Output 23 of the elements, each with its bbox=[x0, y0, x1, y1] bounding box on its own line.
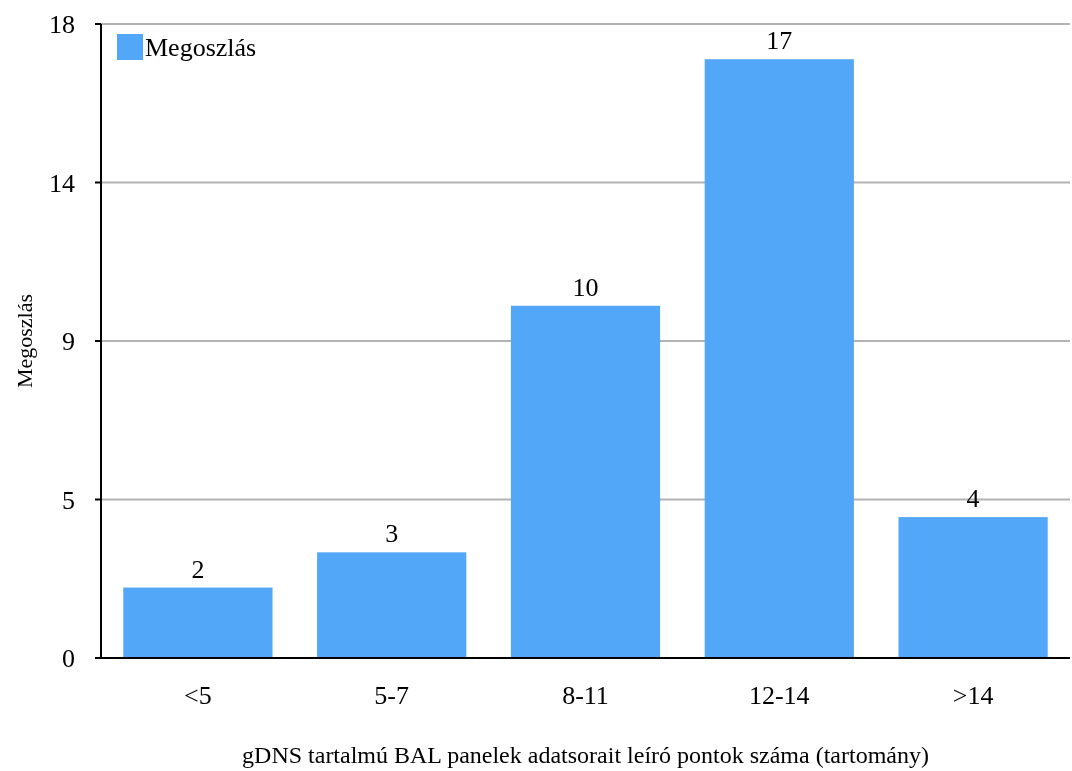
bar bbox=[704, 59, 854, 658]
y-tick-label: 0 bbox=[62, 644, 75, 674]
bar bbox=[317, 552, 467, 658]
bar bbox=[898, 517, 1048, 658]
y-tick-label: 9 bbox=[62, 327, 75, 357]
data-label: 3 bbox=[385, 519, 399, 549]
data-label: 4 bbox=[966, 484, 980, 514]
bar bbox=[123, 587, 273, 658]
y-tick-label: 5 bbox=[62, 485, 75, 515]
x-axis-title: gDNS tartalmú BAL panelek adatsorait leíró pontok száma (tartomány) bbox=[242, 742, 929, 768]
bar bbox=[510, 305, 661, 658]
data-label: 10 bbox=[572, 272, 599, 302]
x-tick-label: 8-11 bbox=[562, 681, 609, 710]
data-label: 17 bbox=[766, 26, 793, 56]
x-tick-label: >14 bbox=[952, 681, 994, 710]
x-tick-label: 12-14 bbox=[748, 681, 810, 710]
legend-label: Megoszlás bbox=[145, 33, 257, 63]
x-tick-label: <5 bbox=[184, 681, 212, 710]
y-tick-label: 14 bbox=[49, 168, 75, 198]
data-label: 2 bbox=[191, 554, 205, 584]
x-tick-label: 5-7 bbox=[374, 681, 410, 710]
y-axis-title: Megoszlás bbox=[12, 293, 37, 389]
y-tick-label: 18 bbox=[49, 10, 75, 40]
